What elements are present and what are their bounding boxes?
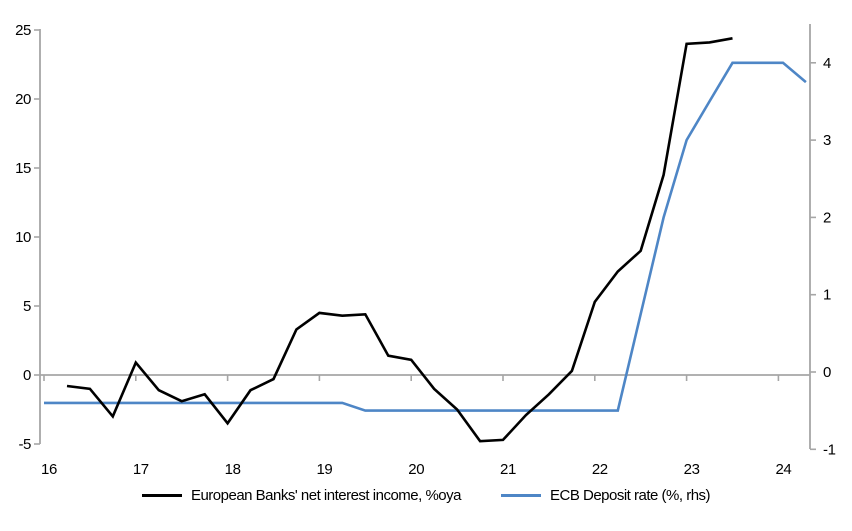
left-y-axis-tick-label: 20	[15, 91, 31, 108]
legend-label-net-interest-income: European Banks' net interest income, %oy…	[190, 487, 462, 504]
legend: European Banks' net interest income, %oy…	[0, 487, 852, 504]
net-interest-income-line-swatch	[141, 494, 182, 497]
x-axis-tick-label: 17	[133, 461, 149, 478]
net-interest-income-line	[66, 37, 733, 443]
x-axis-tick-label: 24	[775, 461, 791, 478]
right-y-axis-tick-label: 0	[823, 364, 831, 381]
x-axis-tick-label: 21	[500, 461, 516, 478]
legend-label-ecb-deposit-rate: ECB Deposit rate (%, rhs)	[549, 487, 711, 504]
legend-item-ecb-deposit-rate: ECB Deposit rate (%, rhs)	[500, 487, 711, 504]
right-y-axis-tick-label: 1	[823, 287, 831, 304]
x-axis-tick-label: 23	[684, 461, 700, 478]
right-y-axis-tick-label: 3	[823, 132, 831, 149]
left-y-axis-tick-label: -5	[18, 436, 31, 453]
x-axis-tick-label: 18	[225, 461, 241, 478]
left-y-axis-tick-label: 0	[23, 367, 31, 384]
x-axis-tick-label: 16	[41, 461, 57, 478]
x-axis-tick-label: 22	[592, 461, 608, 478]
left-y-axis-tick-label: 25	[15, 22, 31, 39]
left-y-axis-tick-label: 5	[23, 298, 31, 315]
ecb-deposit-rate-line	[44, 61, 807, 412]
x-axis-tick-label: 20	[408, 461, 424, 478]
legend-item-net-interest-income: European Banks' net interest income, %oy…	[141, 487, 462, 504]
right-y-axis-tick-label: -1	[823, 441, 836, 458]
left-y-axis-tick-label: 15	[15, 160, 31, 177]
right-y-axis-tick-label: 2	[823, 209, 831, 226]
right-y-axis-tick-label: 4	[823, 55, 831, 72]
x-axis-tick-label: 19	[316, 461, 332, 478]
left-y-axis-tick-label: 10	[15, 229, 31, 246]
ecb-deposit-rate-line-swatch	[500, 494, 541, 497]
